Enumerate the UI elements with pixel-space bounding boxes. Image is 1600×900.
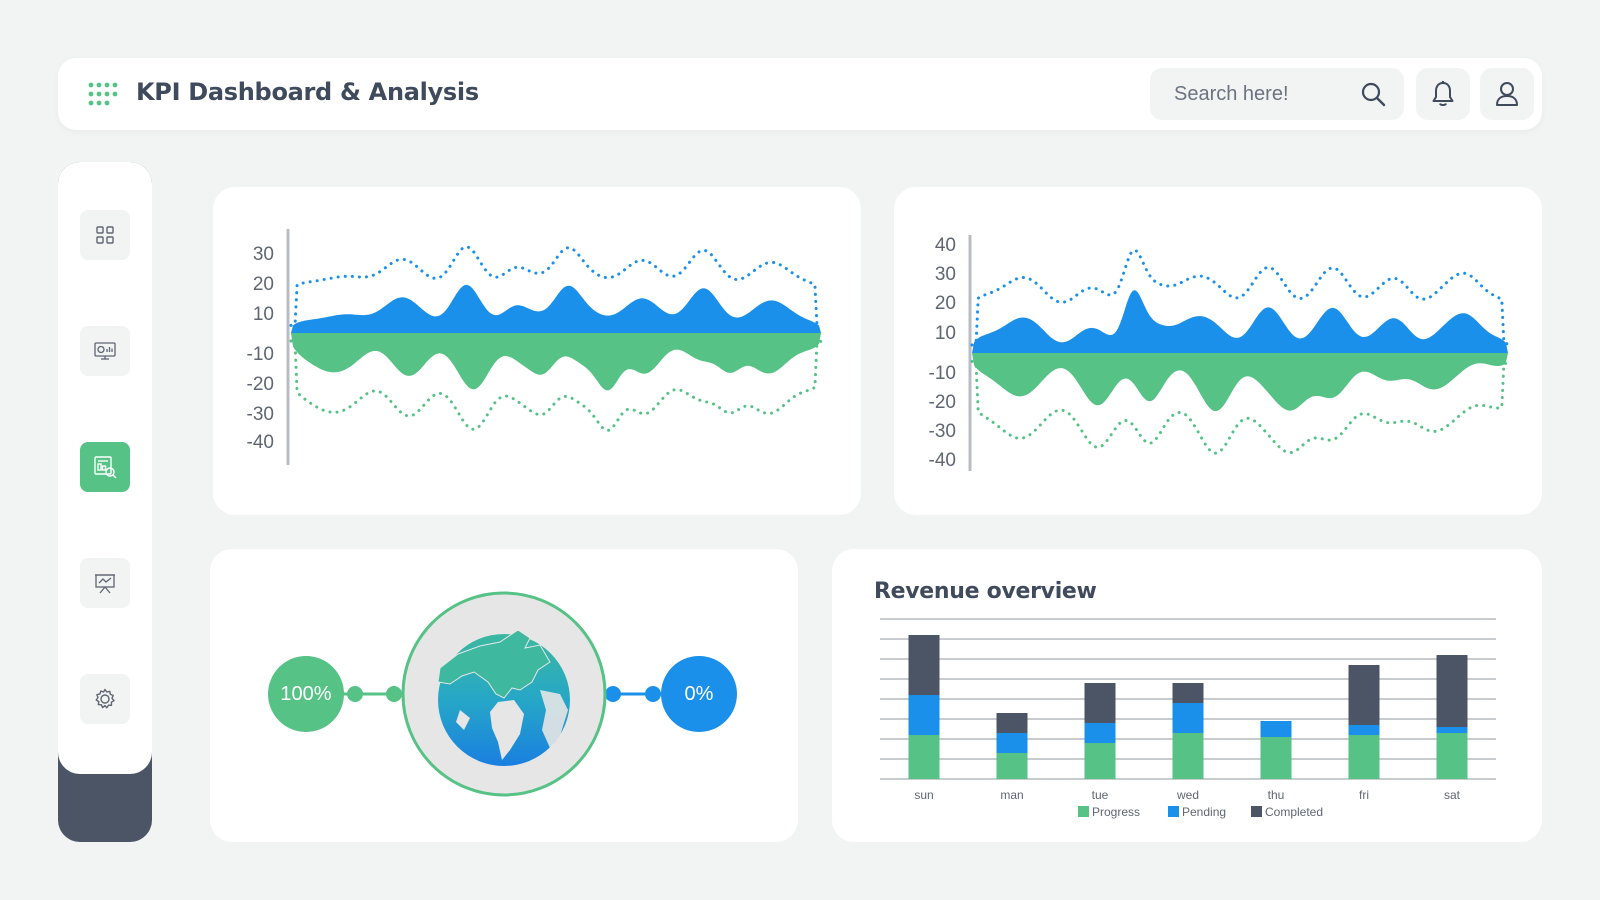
- progress-left-value: 100%: [280, 682, 332, 705]
- top-bar: KPI Dashboard & Analysis: [58, 58, 1542, 130]
- positive-area: [291, 284, 821, 333]
- legend-swatch: [1168, 806, 1179, 817]
- revenue-title: Revenue overview: [874, 579, 1097, 604]
- y-tick-label: -30: [929, 421, 956, 442]
- legend-swatch: [1251, 806, 1262, 817]
- bar-progress: [996, 753, 1028, 779]
- revenue-bar-chart: sun man tue wed thu fri sat Progress Pending Comp…: [880, 618, 1496, 819]
- sidebar-item-presentation[interactable]: [80, 558, 130, 608]
- progress-node-right: 0%: [661, 656, 737, 732]
- sidebar: [58, 162, 152, 842]
- y-tick-label: 10: [253, 304, 274, 325]
- bar-pending: [908, 695, 940, 735]
- x-tick-label: wed: [1176, 788, 1199, 802]
- sidebar-item-settings[interactable]: [80, 674, 130, 724]
- x-tick-label: man: [1000, 788, 1023, 802]
- sidebar-item-monitor[interactable]: [80, 326, 130, 376]
- x-tick-label: fri: [1359, 788, 1369, 802]
- sidebar-item-reports[interactable]: [80, 442, 130, 492]
- user-profile-button[interactable]: [1480, 68, 1534, 120]
- wave-chart-card-2: 40 30 20 10 -10 -20 -30 -40: [894, 187, 1542, 515]
- dots-grid-logo-icon: [88, 82, 118, 106]
- y-tick-label: -40: [929, 450, 956, 471]
- wave-chart-card-1: 30 20 10 -10 -20 -30 -40: [213, 187, 861, 515]
- search-input[interactable]: [1150, 68, 1350, 120]
- page-title: KPI Dashboard & Analysis: [136, 78, 479, 106]
- revenue-card: Revenue overview sun man tue wed thu fri sat Pr…: [832, 549, 1542, 842]
- positive-envelope: [970, 248, 1510, 347]
- x-tick-label: thu: [1268, 788, 1285, 802]
- sidebar-item-dashboard[interactable]: [80, 210, 130, 260]
- negative-area: [972, 353, 1508, 412]
- report-search-icon: [94, 456, 117, 479]
- bar-completed: [996, 713, 1028, 733]
- y-tick-label: -10: [929, 363, 956, 384]
- presentation-board-icon: [95, 574, 115, 594]
- y-tick-label: 10: [935, 323, 956, 344]
- bell-icon: [1432, 81, 1454, 106]
- bar-pending: [1348, 725, 1380, 735]
- bar-pending: [1084, 723, 1116, 743]
- dashboard-grid-icon: [96, 226, 114, 244]
- negative-envelope: [289, 339, 823, 432]
- wave-chart-2: 40 30 20 10 -10 -20 -30 -40: [929, 235, 1510, 471]
- legend-label: Completed: [1265, 805, 1323, 819]
- bar-progress: [1348, 735, 1380, 779]
- bar-progress: [1084, 743, 1116, 779]
- positive-envelope: [289, 245, 823, 327]
- y-tick-label: 40: [935, 235, 956, 256]
- x-tick-label: tue: [1092, 788, 1109, 802]
- y-tick-label: -40: [247, 432, 274, 453]
- bar-progress: [1436, 733, 1468, 779]
- y-tick-label: 20: [935, 293, 956, 314]
- bar-completed: [1348, 665, 1380, 725]
- y-tick-label: -20: [929, 392, 956, 413]
- x-tick-label: sat: [1444, 788, 1461, 802]
- bar-progress: [1260, 737, 1292, 779]
- globe-progress-card: 100% 0%: [210, 549, 798, 842]
- bar-completed: [1436, 655, 1468, 727]
- search-icon[interactable]: [1360, 81, 1386, 107]
- bar-completed: [908, 635, 940, 695]
- monitor-analytics-icon: [94, 342, 116, 360]
- negative-area: [291, 333, 821, 391]
- y-tick-label: 20: [253, 274, 274, 295]
- legend-swatch: [1078, 806, 1089, 817]
- progress-node-left: 100%: [268, 656, 344, 732]
- bar-pending: [1172, 703, 1204, 733]
- sidebar-nav: [58, 162, 152, 774]
- gear-settings-icon: [95, 688, 115, 709]
- x-tick-label: sun: [914, 788, 933, 802]
- y-tick-label: 30: [253, 244, 274, 265]
- y-tick-label: -30: [247, 404, 274, 425]
- y-tick-label: 30: [935, 264, 956, 285]
- progress-right-value: 0%: [684, 682, 714, 705]
- positive-area: [972, 290, 1508, 353]
- search-box[interactable]: [1150, 68, 1404, 120]
- notifications-button[interactable]: [1416, 68, 1470, 120]
- wave-chart-1: 30 20 10 -10 -20 -30 -40: [247, 229, 823, 465]
- bar-pending: [1436, 727, 1468, 733]
- bar-pending: [1260, 721, 1292, 737]
- bar-progress: [1172, 733, 1204, 779]
- user-icon: [1496, 82, 1518, 106]
- bar-completed: [1084, 683, 1116, 723]
- bar-completed: [1172, 683, 1204, 703]
- bar-pending: [996, 733, 1028, 753]
- y-tick-label: -10: [247, 344, 274, 365]
- legend-label: Pending: [1182, 805, 1226, 819]
- y-tick-label: -20: [247, 374, 274, 395]
- globe-icon: [401, 591, 607, 797]
- legend-label: Progress: [1092, 805, 1140, 819]
- bar-progress: [908, 735, 940, 779]
